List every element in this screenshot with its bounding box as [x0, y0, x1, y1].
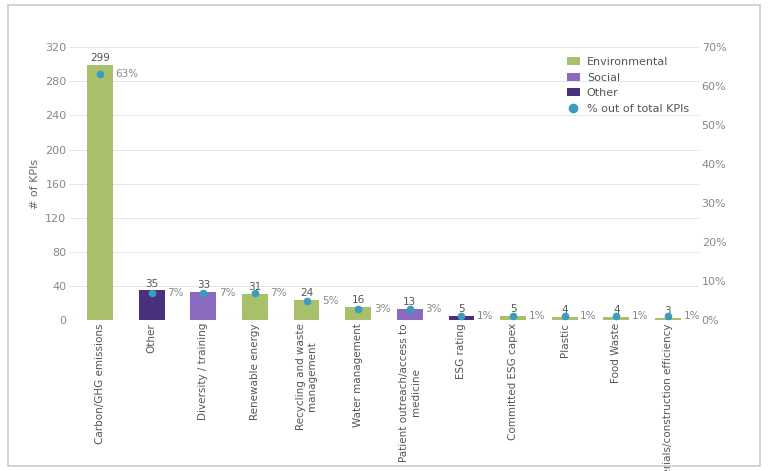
Text: 35: 35: [145, 279, 158, 289]
Text: 1%: 1%: [528, 311, 545, 321]
Text: 33: 33: [197, 280, 210, 291]
Text: 7%: 7%: [270, 288, 287, 298]
Text: 4: 4: [561, 305, 568, 315]
Y-axis label: # of KPIs: # of KPIs: [29, 159, 39, 209]
Text: 4: 4: [613, 305, 620, 315]
Text: 1%: 1%: [580, 311, 597, 321]
Text: 3: 3: [664, 306, 671, 316]
Text: 5: 5: [458, 304, 465, 314]
Bar: [551, 317, 578, 320]
Text: 1%: 1%: [477, 311, 493, 321]
Bar: [346, 307, 371, 320]
Bar: [190, 292, 217, 320]
Bar: [500, 316, 526, 320]
Bar: [655, 318, 680, 320]
Bar: [397, 309, 422, 320]
Bar: [293, 300, 319, 320]
Bar: [449, 316, 475, 320]
Text: 5%: 5%: [322, 296, 339, 306]
Bar: [139, 291, 164, 320]
Bar: [604, 317, 629, 320]
Text: 7%: 7%: [219, 288, 235, 298]
Text: 3%: 3%: [374, 304, 390, 314]
Text: 299: 299: [90, 53, 110, 63]
Text: 1%: 1%: [684, 311, 700, 321]
Text: 3%: 3%: [425, 304, 442, 314]
Legend: Environmental, Social, Other, % out of total KPIs: Environmental, Social, Other, % out of t…: [562, 53, 694, 118]
Text: 63%: 63%: [115, 69, 139, 80]
Text: 5: 5: [510, 304, 516, 314]
Text: 7%: 7%: [167, 288, 184, 298]
Text: 13: 13: [403, 298, 416, 308]
Bar: [242, 294, 268, 320]
Text: 1%: 1%: [632, 311, 648, 321]
Text: 24: 24: [300, 288, 313, 298]
Text: 31: 31: [248, 282, 262, 292]
Bar: [88, 65, 113, 320]
Text: 16: 16: [352, 295, 365, 305]
